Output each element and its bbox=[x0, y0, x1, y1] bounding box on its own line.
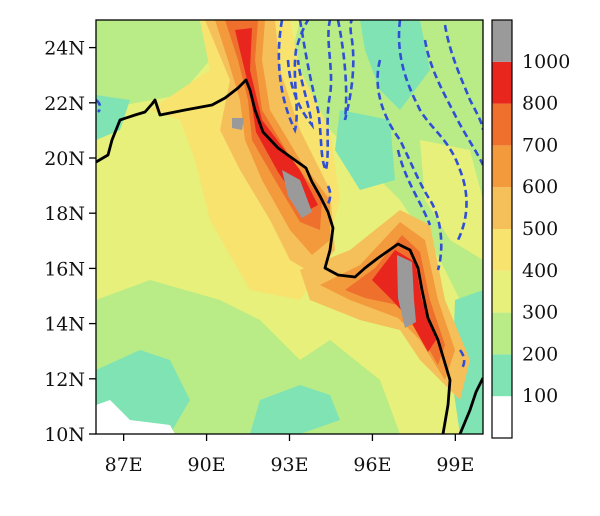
colorbar-swatch bbox=[492, 187, 512, 229]
colorbar-swatch bbox=[492, 103, 512, 146]
colorbar-frame bbox=[491, 19, 513, 439]
field-zone-low-east-band bbox=[420, 140, 483, 260]
field-zone-1000 bbox=[235, 28, 318, 212]
field-zone-low-west bbox=[96, 20, 210, 110]
field-zone-lowest-center bbox=[250, 385, 340, 434]
lat-tick-label: 12N bbox=[44, 369, 85, 391]
field-zone-low-northwest-coast bbox=[96, 95, 130, 140]
lon-tick-label: 90E bbox=[188, 454, 226, 476]
colorbar-label: 400 bbox=[522, 260, 558, 282]
colorbar-label: 500 bbox=[522, 218, 558, 240]
colorbar-swatch bbox=[492, 312, 512, 355]
colorbar-label: 1000 bbox=[522, 51, 570, 73]
lat-tick-label: 20N bbox=[44, 148, 85, 170]
colorbar-label: 200 bbox=[522, 343, 558, 365]
colorbar-swatch bbox=[492, 145, 512, 188]
colorbar-label: 300 bbox=[522, 302, 558, 324]
colorbar-label: 600 bbox=[522, 176, 558, 198]
lon-tick-label: 96E bbox=[353, 454, 391, 476]
dashed-contours bbox=[96, 20, 483, 369]
colorbar-swatch bbox=[492, 61, 512, 104]
colorbar-swatch bbox=[492, 229, 512, 271]
field-zone-max-north bbox=[232, 118, 244, 130]
lat-tick-label: 10N bbox=[44, 424, 85, 446]
lat-tick-label: 18N bbox=[44, 203, 85, 225]
colorbar-swatch bbox=[492, 354, 512, 397]
coastline bbox=[96, 78, 452, 434]
lat-tick-label: 14N bbox=[44, 314, 85, 336]
field-zone-max-south bbox=[397, 255, 416, 328]
colorbar-label: 700 bbox=[522, 134, 558, 156]
map-panel bbox=[96, 20, 483, 434]
lat-tick-label: 22N bbox=[44, 93, 85, 115]
field-zone-max bbox=[282, 170, 312, 218]
colorbar-label: 100 bbox=[522, 385, 558, 407]
axis-ticks: 87E 90E 93E 96E 99E 10N 12N 14N 16N 18N 20N 22N 24N bbox=[44, 38, 474, 476]
lon-tick-label: 93E bbox=[270, 454, 308, 476]
coastline-east bbox=[458, 377, 483, 434]
lat-tick-label: 24N bbox=[44, 38, 85, 60]
colorbar-swatch bbox=[492, 20, 512, 62]
field-zone-lowest-east bbox=[360, 20, 430, 110]
field-zone-lowest-east-mid bbox=[335, 110, 395, 190]
lon-tick-label: 87E bbox=[105, 454, 143, 476]
field-zone-no-data bbox=[96, 400, 175, 434]
colorbar-swatch bbox=[492, 396, 512, 438]
colorbar: 100 200 300 400 500 600 700 800 1000 bbox=[491, 19, 570, 439]
lon-tick-label: 99E bbox=[436, 454, 474, 476]
lat-tick-label: 16N bbox=[44, 258, 85, 280]
colorbar-swatch bbox=[492, 270, 512, 313]
colorbar-label: 800 bbox=[522, 93, 558, 115]
field-zone-low-center bbox=[210, 330, 300, 400]
